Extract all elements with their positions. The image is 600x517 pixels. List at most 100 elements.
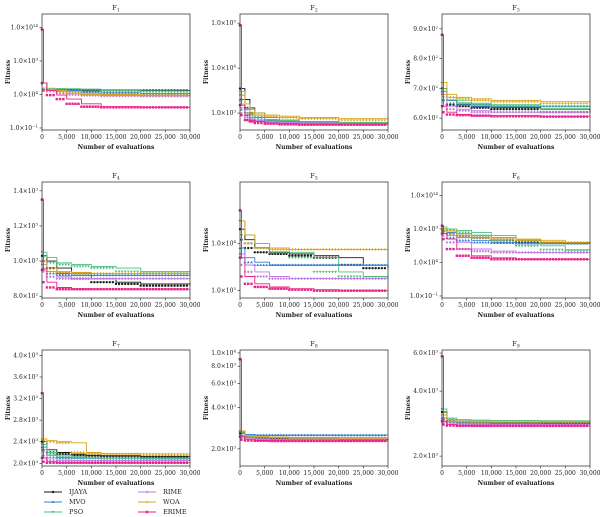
data-point (368, 289, 371, 292)
data-point (539, 240, 543, 244)
data-point (145, 90, 149, 94)
data-point (533, 241, 536, 245)
panel-title: F2 (310, 4, 318, 14)
y-tick-exponent: 3 (233, 362, 236, 367)
data-point (321, 270, 325, 274)
data-point (576, 240, 580, 244)
series-pso (238, 209, 389, 281)
data-point (127, 93, 130, 97)
data-point (573, 420, 576, 424)
data-point (557, 420, 561, 424)
data-point (271, 436, 274, 439)
data-point (265, 439, 268, 442)
data-point (371, 266, 374, 270)
data-point (300, 433, 304, 437)
data-point (470, 236, 473, 240)
data-point (484, 110, 487, 114)
data-point (87, 288, 90, 291)
data-point (68, 102, 71, 106)
data-point (170, 277, 173, 281)
data-point (82, 461, 85, 464)
data-point (570, 258, 573, 261)
data-point (484, 256, 487, 259)
data-point (303, 277, 307, 281)
series-line-woa (240, 358, 388, 439)
data-point (524, 424, 527, 428)
data-point (179, 90, 183, 94)
data-point (309, 277, 313, 281)
panel-title-subscript: 1 (117, 8, 120, 14)
data-point (292, 123, 295, 126)
data-point (579, 240, 583, 244)
data-point (340, 123, 343, 126)
data-point (70, 277, 73, 281)
data-point (91, 90, 95, 94)
data-point (127, 89, 130, 93)
data-point (523, 100, 527, 104)
data-point (275, 122, 278, 125)
data-point (170, 271, 173, 275)
data-point (383, 118, 387, 122)
x-tick-label: 30,000 (378, 302, 399, 309)
data-point (121, 89, 124, 93)
data-point (508, 110, 512, 114)
data-point (124, 452, 127, 456)
data-point (579, 108, 583, 111)
data-point (383, 247, 387, 251)
data-point (502, 115, 505, 118)
y-tick-exponent: 3 (35, 221, 38, 226)
data-point (554, 248, 558, 252)
data-point (533, 423, 536, 427)
series-line-pso (42, 199, 191, 274)
data-point (291, 256, 294, 260)
data-point (52, 461, 55, 464)
series-woa (238, 23, 389, 122)
data-point (368, 277, 371, 281)
data-point (73, 454, 76, 457)
legend-label: RIME (163, 488, 182, 496)
series-rime (238, 23, 389, 126)
x-tick-label: 5,000 (458, 134, 475, 141)
data-point (268, 433, 271, 437)
data-point (73, 288, 76, 291)
data-point (337, 289, 340, 292)
data-point (64, 277, 67, 281)
data-point (85, 88, 89, 92)
x-tick-label: 30,000 (580, 302, 600, 309)
data-point (377, 123, 380, 126)
data-point (536, 115, 539, 118)
data-point (328, 123, 331, 126)
data-point (102, 91, 106, 95)
data-point (499, 237, 502, 241)
data-point (279, 251, 283, 254)
data-point (524, 258, 527, 261)
data-point (517, 105, 521, 108)
data-point (76, 451, 79, 454)
data-point (514, 423, 518, 427)
data-point (560, 101, 564, 105)
data-point (42, 460, 45, 463)
data-point (253, 113, 257, 117)
data-point (475, 420, 479, 424)
data-point (358, 433, 362, 437)
data-point (297, 439, 300, 443)
y-tick-label: 1.0×103 (211, 286, 236, 295)
data-point (179, 271, 183, 275)
data-point (117, 277, 121, 281)
data-point (145, 459, 149, 463)
data-point (539, 258, 542, 261)
data-point (55, 441, 59, 445)
data-point (377, 433, 381, 437)
data-point (548, 101, 552, 105)
data-point (89, 267, 93, 270)
x-axis-label: Number of evaluations (78, 144, 155, 151)
data-point (136, 89, 140, 93)
data-point (362, 266, 365, 270)
data-point (489, 100, 493, 104)
data-point (309, 436, 313, 440)
data-point (251, 120, 254, 123)
series-line-woa (42, 28, 191, 96)
data-point (84, 288, 87, 291)
data-point (259, 113, 263, 117)
data-point (148, 461, 152, 464)
